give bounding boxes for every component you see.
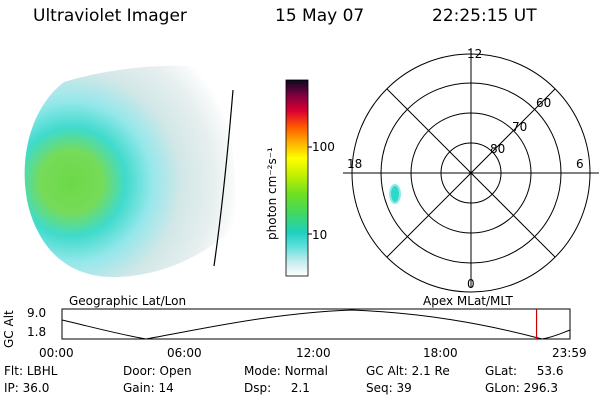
mlat-label-60: 60	[536, 96, 552, 110]
gain-status: Gain: 14	[123, 381, 174, 395]
mode-label: Mode:	[244, 364, 281, 378]
dsp-value: 2.1	[290, 381, 310, 395]
gain-value: 14	[158, 381, 174, 395]
intensity-colorbar	[285, 79, 312, 277]
colorbar-unit-label: photon cm⁻²s⁻¹	[265, 147, 279, 240]
mlt-label-12: 12	[467, 47, 483, 61]
aurora-spot	[389, 184, 401, 204]
filter-label: Flt:	[4, 364, 23, 378]
gc-alt-label: GC Alt:	[366, 364, 408, 378]
seq-status: Seq: 39	[366, 381, 412, 395]
gc-alt-value: 2.1 Re	[411, 364, 450, 378]
seq-label: Seq:	[366, 381, 393, 395]
time-tick-1200: 12:00	[296, 346, 331, 360]
geographic-label: Geographic Lat/Lon	[69, 294, 187, 308]
terminator-line	[213, 89, 234, 267]
altitude-curve	[61, 309, 571, 340]
colorbar-tick-100: 100	[312, 140, 335, 154]
filter-value: LBHL	[26, 364, 58, 378]
dsp-status: Dsp: 2.1	[244, 381, 310, 395]
door-value: Open	[159, 364, 192, 378]
mlat-label-70: 70	[512, 120, 528, 134]
altitude-timeline-plot	[61, 308, 571, 340]
observation-time: 22:25:15 UT	[432, 6, 537, 26]
glon-value: 296.3	[523, 381, 558, 395]
observation-date: 15 May 07	[275, 6, 365, 26]
mlt-label-0: 0	[467, 277, 475, 291]
gain-label: Gain:	[123, 381, 155, 395]
altitude-axis-title: GC Alt	[2, 310, 16, 348]
filter-status: Flt: LBHL	[4, 364, 57, 378]
polar-mlt-plot	[343, 48, 599, 293]
glon-label: GLon:	[485, 381, 520, 395]
earth-disk-illumination	[24, 65, 237, 278]
altitude-tick-low: 1.8	[27, 325, 47, 339]
gc-alt-status: GC Alt: 2.1 Re	[366, 364, 450, 378]
dsp-label: Dsp:	[244, 381, 272, 395]
mode-status: Mode: Normal	[244, 364, 328, 378]
time-tick-0000: 00:00	[39, 346, 74, 360]
mlt-label-18: 18	[347, 157, 363, 171]
glat-status: GLat: 53.6	[485, 364, 563, 378]
ip-value: 36.0	[22, 381, 50, 395]
glat-label: GLat:	[485, 364, 518, 378]
mlat-label-80: 80	[490, 142, 506, 156]
mlt-label-6: 6	[576, 157, 584, 171]
app-title: Ultraviolet Imager	[33, 6, 187, 26]
time-tick-0600: 06:00	[167, 346, 202, 360]
mode-value: Normal	[284, 364, 328, 378]
colorbar-tick-10: 10	[312, 228, 328, 242]
time-tick-1800: 18:00	[423, 346, 458, 360]
door-label: Door:	[123, 364, 156, 378]
ip-label: IP:	[4, 381, 19, 395]
glat-value: 53.6	[536, 364, 564, 378]
seq-value: 39	[396, 381, 412, 395]
door-status: Door: Open	[123, 364, 192, 378]
ip-status: IP: 36.0	[4, 381, 49, 395]
altitude-tick-high: 9.0	[27, 306, 47, 320]
time-tick-2359: 23:59	[552, 346, 587, 360]
apex-label: Apex MLat/MLT	[423, 294, 513, 308]
glon-status: GLon: 296.3	[485, 381, 558, 395]
